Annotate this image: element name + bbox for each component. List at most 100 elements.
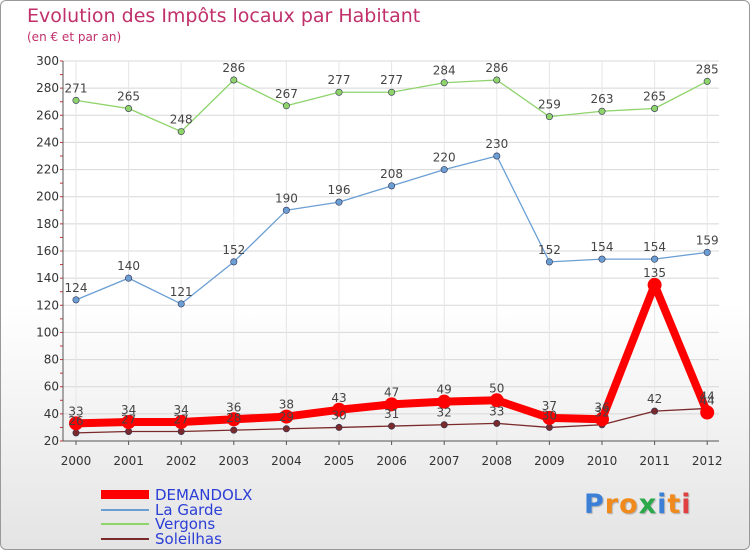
y-tick-label: 100: [36, 325, 59, 339]
data-label-vergons: 265: [117, 90, 140, 104]
data-point-la-garde: [651, 255, 659, 263]
data-point-demandolx: [437, 394, 452, 409]
legend-swatch-vergons: [101, 522, 149, 525]
data-label-la-garde: 159: [696, 233, 719, 247]
x-tick-label: 2010: [587, 454, 618, 468]
data-label-la-garde: 230: [485, 137, 508, 151]
legend-item-soleilhas: Soleilhas: [101, 529, 222, 548]
data-label-la-garde: 152: [538, 243, 561, 257]
data-label-soleilhas: 44: [700, 389, 715, 403]
data-point-soleilhas: [651, 407, 659, 415]
data-point-vergons: [282, 102, 290, 110]
data-point-vergons: [388, 88, 396, 96]
data-label-vergons: 271: [65, 81, 88, 95]
y-tick-label: 140: [36, 271, 59, 285]
data-point-demandolx: [121, 415, 136, 429]
chart-title: Evolution des Impôts locaux par Habitant: [27, 5, 421, 27]
data-label-vergons: 284: [433, 64, 456, 78]
data-label-soleilhas: 29: [279, 410, 294, 424]
data-label-la-garde: 196: [328, 183, 351, 197]
data-label-la-garde: 152: [222, 243, 245, 257]
y-tick-label: 200: [36, 190, 59, 204]
data-label-la-garde: 121: [170, 285, 193, 299]
x-tick-label: 2012: [692, 454, 723, 468]
data-point-la-garde: [335, 198, 343, 206]
y-tick-label: 300: [36, 54, 59, 68]
logo-letter: t: [667, 489, 682, 520]
data-label-vergons: 267: [275, 87, 298, 101]
chart-subtitle: (en € et par an): [27, 30, 122, 44]
data-point-soleilhas: [335, 423, 343, 431]
data-label-demandolx: 49: [437, 383, 452, 397]
y-tick-label: 180: [36, 217, 59, 231]
logo-letter: r: [604, 489, 620, 520]
x-tick-label: 2009: [534, 454, 565, 468]
logo-letter: i: [681, 489, 692, 520]
data-label-vergons: 285: [696, 62, 719, 76]
logo-letter: o: [619, 489, 639, 520]
data-label-soleilhas: 27: [174, 413, 189, 427]
data-label-la-garde: 208: [380, 167, 403, 181]
data-point-la-garde: [440, 166, 448, 174]
data-label-la-garde: 190: [275, 191, 298, 205]
data-point-demandolx: [69, 416, 83, 431]
data-point-la-garde: [230, 258, 238, 266]
data-label-demandolx: 38: [279, 398, 294, 412]
x-tick-label: 2003: [219, 454, 250, 468]
data-label-demandolx: 34: [121, 403, 136, 417]
legend-swatch-la-garde: [101, 508, 149, 511]
data-label-la-garde: 124: [65, 281, 88, 295]
data-point-vergons: [230, 76, 238, 84]
y-tick-label: 80: [44, 353, 59, 367]
data-label-la-garde: 154: [591, 240, 614, 254]
data-point-demandolx: [489, 393, 504, 408]
legend-label-vergons: Vergons: [155, 514, 216, 533]
data-point-demandolx: [174, 415, 189, 429]
data-label-demandolx: 34: [174, 403, 189, 417]
x-tick-label: 2005: [324, 454, 355, 468]
data-point-soleilhas: [282, 425, 290, 433]
logo-letter: i: [657, 489, 668, 520]
data-label-vergons: 286: [222, 61, 245, 75]
data-point-vergons: [72, 96, 80, 104]
data-point-demandolx: [647, 277, 662, 292]
legend-label-soleilhas: Soleilhas: [155, 529, 222, 548]
data-point-demandolx: [226, 412, 241, 427]
legend-item-demandolx: DEMANDOLX: [101, 486, 252, 504]
y-tick-label: 60: [44, 380, 59, 394]
data-point-la-garde: [598, 255, 606, 263]
data-label-soleilhas: 31: [384, 407, 399, 421]
data-point-la-garde: [388, 182, 396, 190]
data-label-demandolx: 50: [489, 381, 504, 395]
legend-label-la-garde: La Garde: [155, 500, 223, 519]
data-point-vergons: [335, 88, 343, 96]
data-label-demandolx: 36: [226, 400, 241, 414]
data-label-demandolx: 43: [331, 391, 346, 405]
data-point-vergons: [440, 79, 448, 87]
data-label-vergons: 277: [328, 73, 351, 87]
data-label-soleilhas: 28: [226, 411, 241, 425]
x-tick-label: 2004: [271, 454, 302, 468]
legend-swatch-soleilhas: [101, 537, 149, 540]
data-point-la-garde: [125, 274, 133, 282]
data-label-soleilhas: 42: [647, 392, 662, 406]
logo-letter: x: [638, 489, 658, 520]
data-point-demandolx: [332, 402, 346, 417]
data-point-vergons: [598, 107, 606, 115]
data-label-demandolx: 135: [643, 266, 666, 280]
data-point-soleilhas: [72, 429, 80, 437]
data-point-demandolx: [595, 412, 609, 427]
data-point-la-garde: [177, 300, 185, 308]
legend-item-vergons: Vergons: [101, 514, 216, 533]
y-tick-label: 40: [44, 407, 59, 421]
data-label-demandolx: 44: [700, 394, 715, 408]
data-point-soleilhas: [545, 423, 553, 431]
data-point-soleilhas: [177, 427, 185, 435]
data-point-vergons: [651, 105, 659, 113]
data-label-demandolx: 36: [594, 400, 609, 414]
y-tick-label: 20: [44, 434, 59, 448]
x-tick-label: 2002: [166, 454, 197, 468]
data-label-soleilhas: 27: [121, 413, 136, 427]
x-tick-label: 2008: [482, 454, 513, 468]
